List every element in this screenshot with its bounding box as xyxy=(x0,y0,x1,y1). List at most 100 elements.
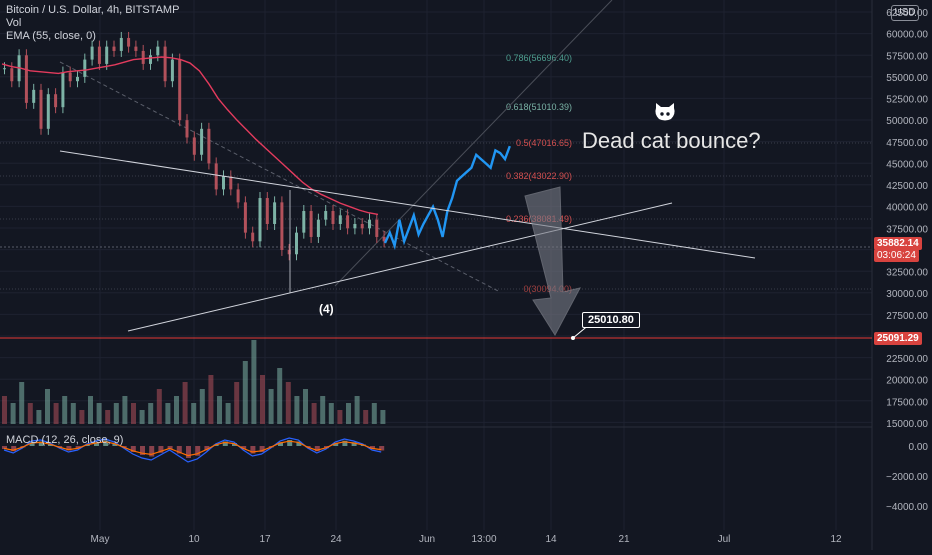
macd-histogram-bar xyxy=(2,446,7,449)
candle-body xyxy=(10,68,14,82)
signal-line xyxy=(3,440,382,457)
current-price-tag: 35882.14 xyxy=(874,237,922,250)
price-tick-label: 55000.00 xyxy=(886,73,928,84)
price-axis: 62500.00 60000.00 57500.00 55000.00 52500.00… xyxy=(886,8,928,513)
volume-bar xyxy=(268,389,274,424)
volume-bar xyxy=(217,396,222,424)
candle-body xyxy=(119,37,123,51)
candle-body xyxy=(353,223,357,229)
candle-body xyxy=(295,232,298,255)
price-candles xyxy=(3,31,386,261)
volume-bar xyxy=(371,403,377,424)
candle-body xyxy=(368,219,371,229)
candle-body xyxy=(68,72,72,82)
macd-histogram-bar xyxy=(342,440,348,446)
macd-histogram-bar xyxy=(149,446,155,457)
projection-path xyxy=(383,145,511,251)
cat-face-icon xyxy=(653,102,677,125)
volume-bar xyxy=(234,382,240,424)
volume-bar xyxy=(260,375,265,424)
candle-body xyxy=(61,72,65,108)
candle-body xyxy=(258,198,262,242)
time-tick-label: Jun xyxy=(419,534,435,545)
time-tick-label: 12 xyxy=(830,534,842,545)
candle-body xyxy=(222,176,225,190)
candle-body xyxy=(112,46,116,51)
macd-legend[interactable]: MACD (12, 26, close, 9) xyxy=(6,434,124,446)
volume-bar xyxy=(320,396,326,424)
volume-bar xyxy=(165,403,171,424)
macd-histogram-bar xyxy=(351,442,357,446)
volume-bar xyxy=(62,396,68,424)
target-callout[interactable]: 25010.80 xyxy=(582,312,640,328)
ema-legend[interactable]: EMA (55, close, 0) xyxy=(6,30,96,42)
volume-bar xyxy=(191,403,197,424)
candle-body xyxy=(375,219,379,237)
wave-label[interactable]: (4) xyxy=(319,302,334,316)
candle-body xyxy=(163,46,167,82)
time-tick-label: 21 xyxy=(618,534,630,545)
macd-histogram-bar xyxy=(186,446,191,458)
candle-body xyxy=(214,163,218,190)
currency-button[interactable]: USD xyxy=(891,5,919,21)
fib-label: 0.5(47016.65) xyxy=(516,138,572,148)
price-tick-label: 37500.00 xyxy=(886,224,928,235)
macd-histogram-bar xyxy=(259,446,265,452)
volume-bar xyxy=(105,410,111,424)
candle-body xyxy=(156,46,160,56)
bounce-text[interactable]: Dead cat bounce? xyxy=(582,128,761,153)
price-tick-label: 52500.00 xyxy=(886,95,928,106)
time-tick-label: 14 xyxy=(545,534,557,545)
projection-line xyxy=(383,145,511,251)
candle-body xyxy=(280,202,284,250)
macd-histogram-bar xyxy=(278,442,283,446)
candle-body xyxy=(243,202,247,233)
volume-bar xyxy=(88,396,93,424)
fib-label: 0.382(43022.90) xyxy=(506,171,572,181)
macd-histogram-bar xyxy=(130,446,136,452)
macd-histogram-bar xyxy=(103,440,109,446)
price-tick-label: 22500.00 xyxy=(886,354,928,365)
volume-bar xyxy=(303,389,308,424)
candle-body xyxy=(141,50,145,64)
fib-label: 0.786(56696.40) xyxy=(506,53,572,63)
candle-body xyxy=(302,211,306,233)
price-tick-label: 20000.00 xyxy=(886,376,928,387)
volume-bar xyxy=(208,375,214,424)
volume-bar xyxy=(45,389,50,424)
volume-bar xyxy=(277,368,283,424)
volume-bar xyxy=(337,410,343,424)
macd-histogram-bar xyxy=(370,446,375,449)
price-tick-label: 30000.00 xyxy=(886,289,928,300)
time-tick-label: Jul xyxy=(718,534,731,545)
symbol-title[interactable]: Bitcoin / U.S. Dollar, 4h, BITSTAMP xyxy=(6,4,180,16)
candle-body xyxy=(24,55,28,103)
lower-trendline xyxy=(127,202,673,332)
time-tick-label: 10 xyxy=(188,534,200,545)
price-tick-label: 45000.00 xyxy=(886,159,928,170)
macd-histogram-bar xyxy=(204,446,210,451)
macd-histogram-bar xyxy=(121,446,127,448)
candle-body xyxy=(207,128,211,164)
macd-line xyxy=(3,437,382,463)
candle-body xyxy=(170,59,174,82)
candle-body xyxy=(149,55,152,64)
macd-histogram-bar xyxy=(296,441,302,446)
candle-body xyxy=(324,211,328,220)
volume-bar xyxy=(363,410,369,424)
macd-histogram-bar xyxy=(75,446,81,449)
target-price-tag: 25091.29 xyxy=(874,332,922,345)
volume-bar xyxy=(53,403,59,424)
volume-bar xyxy=(19,382,25,424)
fib-label: 0(30094.00) xyxy=(523,284,572,294)
volume-legend[interactable]: Vol xyxy=(6,17,22,29)
candle-body xyxy=(105,46,109,64)
macd-histogram-bar xyxy=(222,441,228,446)
candle-body xyxy=(287,249,291,255)
candle-body xyxy=(83,59,87,77)
candle-body xyxy=(309,211,313,237)
macd-histogram-bar xyxy=(94,442,99,446)
candle-body xyxy=(382,236,386,242)
